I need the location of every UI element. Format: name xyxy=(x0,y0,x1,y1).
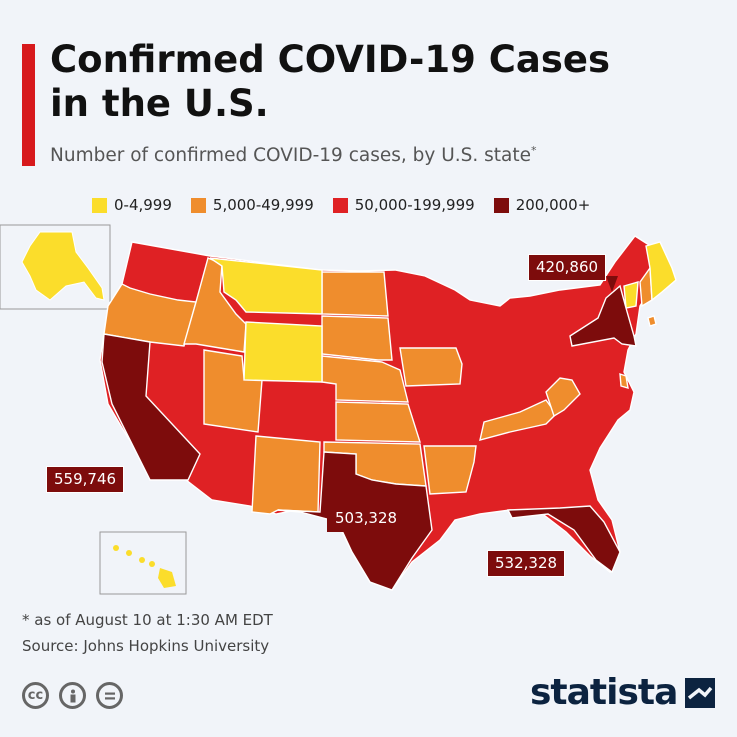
state-wyoming xyxy=(243,321,323,383)
states-5k-50k xyxy=(103,257,657,515)
state-west-virginia xyxy=(545,377,581,418)
title-line-1: Confirmed COVID-19 Cases xyxy=(50,38,611,81)
state-new-york xyxy=(569,284,637,347)
state-florida xyxy=(506,505,621,574)
legend-item-0: 0-4,999 xyxy=(92,196,172,214)
callout-california: 559,746 xyxy=(46,466,125,493)
state-south-dakota xyxy=(321,315,393,361)
legend-swatch-1 xyxy=(190,197,206,213)
alaska-shape xyxy=(21,231,105,301)
us-state-map xyxy=(0,224,677,595)
legend-swatch-3 xyxy=(493,197,509,213)
state-maine xyxy=(645,241,677,302)
subtitle: Number of confirmed COVID-19 cases, by U… xyxy=(50,144,536,166)
state-north-dakota xyxy=(321,271,389,317)
state-iowa xyxy=(399,347,463,387)
accent-bar xyxy=(22,44,35,166)
callout-texas: 503,328 xyxy=(327,505,406,532)
legend-label-3: 200,000+ xyxy=(515,196,591,214)
page-title: Confirmed COVID-19 Cases in the U.S. xyxy=(50,38,690,126)
footnotes: * as of August 10 at 1:30 AM EDT Source:… xyxy=(22,607,273,659)
alaska-inset-frame xyxy=(0,224,111,310)
states-0-5k xyxy=(209,241,677,383)
state-kansas xyxy=(335,401,421,443)
state-california xyxy=(101,333,201,481)
statista-logo-icon xyxy=(685,677,716,708)
legend-label-2: 50,000-199,999 xyxy=(354,196,475,214)
license-icons: cc xyxy=(22,682,123,709)
attribution-icon[interactable] xyxy=(59,682,86,709)
legend-swatch-2 xyxy=(332,197,348,213)
cc-icon[interactable]: cc xyxy=(22,682,49,709)
legend-item-1: 5,000-49,999 xyxy=(190,196,314,214)
state-rhode-island xyxy=(647,315,657,327)
subtitle-footnote-mark: * xyxy=(530,144,537,157)
callout-florida: 532,328 xyxy=(487,550,566,577)
source-line: Source: Johns Hopkins University xyxy=(22,637,270,655)
title-line-2: in the U.S. xyxy=(50,82,269,125)
legend-label-0: 0-4,999 xyxy=(114,196,172,214)
subtitle-text: Number of confirmed COVID-19 cases, by U… xyxy=(50,145,531,167)
state-new-mexico xyxy=(251,435,321,515)
state-vermont xyxy=(623,281,639,309)
state-delaware xyxy=(619,373,629,389)
no-derivatives-icon[interactable] xyxy=(96,682,123,709)
hawaii-inset-frame xyxy=(99,531,187,595)
state-kentucky xyxy=(479,399,557,441)
state-arkansas xyxy=(423,445,477,495)
footnote-date: * as of August 10 at 1:30 AM EDT xyxy=(22,611,273,629)
state-nebraska xyxy=(321,355,409,403)
ny-callout-pointer xyxy=(606,276,618,292)
hawaii-shape xyxy=(113,545,176,588)
legend-item-2: 50,000-199,999 xyxy=(332,196,475,214)
legend-item-3: 200,000+ xyxy=(493,196,591,214)
legend: 0-4,999 5,000-49,999 50,000-199,999 200,… xyxy=(92,196,590,214)
state-montana xyxy=(209,257,323,315)
brand-name: statista xyxy=(530,672,678,713)
statista-brand[interactable]: statista xyxy=(530,672,716,713)
legend-label-1: 5,000-49,999 xyxy=(212,196,314,214)
legend-swatch-0 xyxy=(92,197,107,213)
callout-new-york: 420,860 xyxy=(528,254,607,281)
